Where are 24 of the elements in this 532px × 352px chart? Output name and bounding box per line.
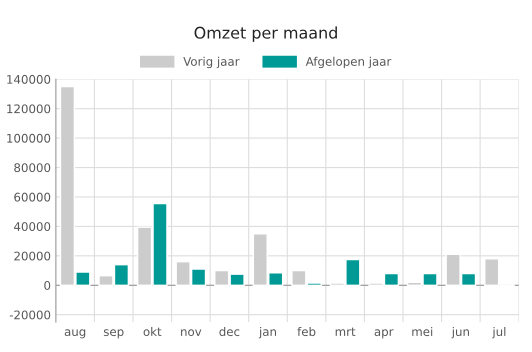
x-tick-label: dec (219, 326, 240, 336)
y-tick-label: 40000 (14, 222, 50, 232)
x-tick-label: aug (64, 329, 86, 338)
x-tick-label: jul (492, 326, 506, 338)
y-tick-label: 100000 (7, 134, 50, 143)
x-tick-label: jan (258, 326, 276, 338)
y-tick-label: 0 (44, 281, 50, 290)
legend-label: Afgelopen jaar (306, 56, 392, 68)
y-tick-label: -20000 (10, 310, 50, 320)
chart-title: Omzet per maand (194, 26, 337, 42)
x-tick-label: nov (181, 329, 202, 336)
x-tick-label: apr (374, 329, 394, 338)
legend-label: Vorig jaar (183, 56, 240, 68)
x-tick-label: jun (452, 326, 469, 338)
x-tick-label: mrt (336, 328, 356, 336)
x-tick-label: sep (104, 329, 124, 338)
y-tick-label: 80000 (14, 163, 50, 172)
y-tick-label: 60000 (14, 192, 50, 202)
y-tick-label: 120000 (7, 104, 50, 114)
y-tick-label: 20000 (14, 252, 50, 260)
x-tick-label: okt (144, 326, 162, 336)
x-tick-label: mei (412, 326, 432, 336)
x-tick-label: feb (297, 326, 316, 336)
y-tick-label: 140000 (7, 74, 50, 84)
